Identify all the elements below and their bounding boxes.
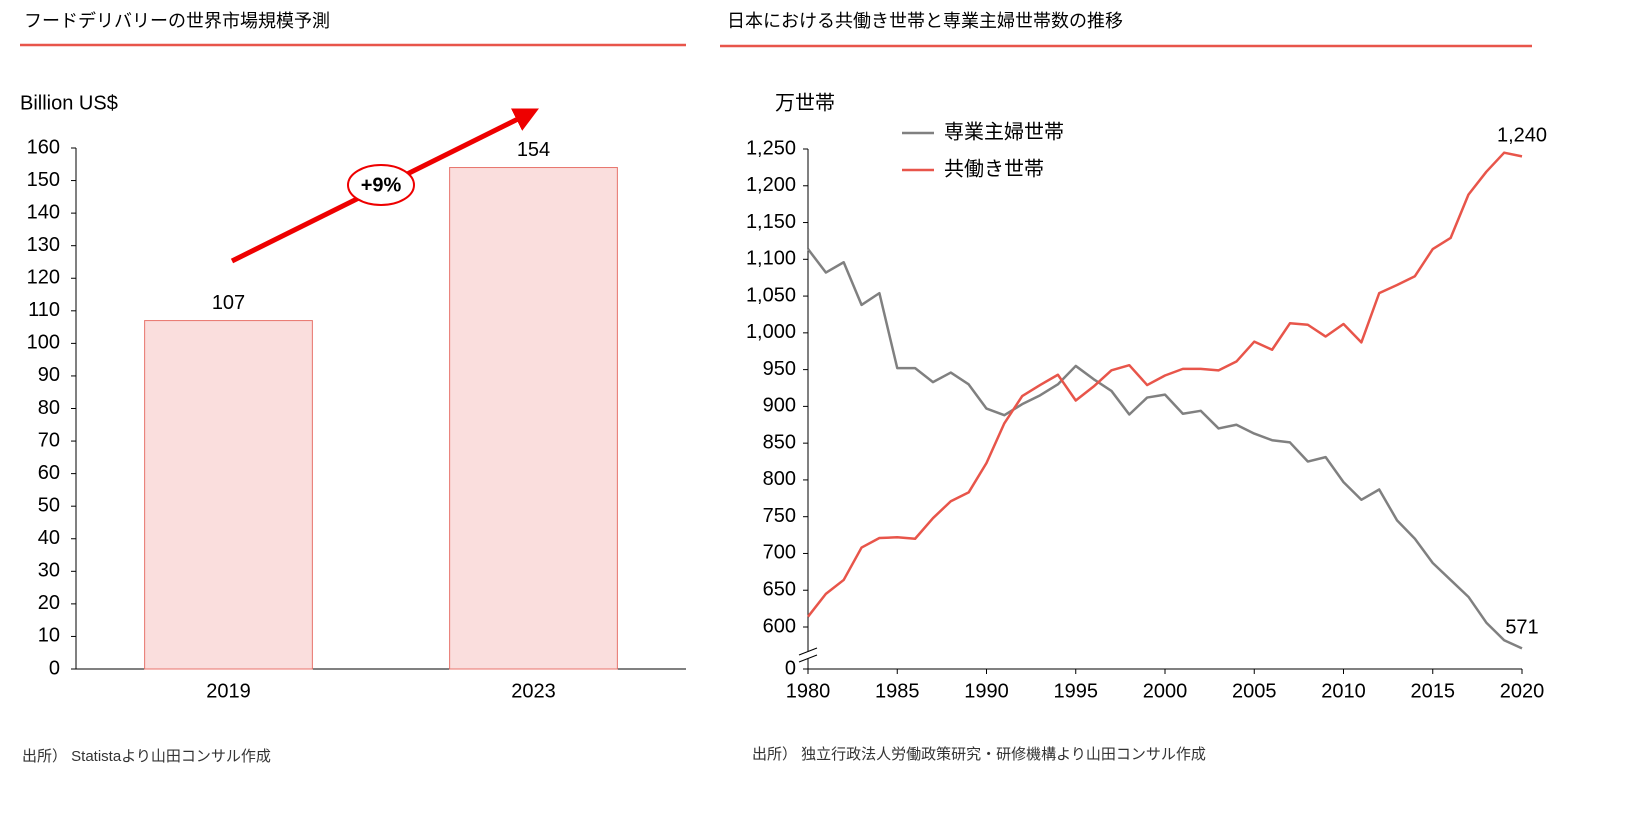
y-tick-label: 850 bbox=[763, 431, 796, 453]
y-tick-label: 90 bbox=[38, 364, 60, 386]
chart-title: 日本における共働き世帯と専業主婦世帯数の推移 bbox=[727, 11, 1123, 31]
y-tick-label: 1,000 bbox=[746, 321, 796, 343]
y-tick-label: 600 bbox=[763, 615, 796, 637]
x-tick-label: 2000 bbox=[1143, 680, 1188, 702]
bar bbox=[449, 167, 618, 670]
source: 出所） Statistaより山田コンサル作成 bbox=[22, 748, 271, 765]
y-tick-label: 950 bbox=[763, 358, 796, 380]
y-tick-label: 40 bbox=[38, 527, 60, 549]
y-tick-label: 110 bbox=[28, 299, 60, 321]
y-tick-label: 1,050 bbox=[746, 284, 796, 306]
x-tick-label: 1995 bbox=[1054, 680, 1099, 702]
y-tick-label: 650 bbox=[763, 579, 796, 601]
y-tick-label: 140 bbox=[27, 201, 60, 223]
y-tick-label: 150 bbox=[27, 169, 60, 191]
bar bbox=[144, 320, 313, 670]
chart-title: フードデリバリーの世界市場規模予測 bbox=[24, 11, 330, 31]
x-tick-label: 1990 bbox=[964, 680, 1009, 702]
y-tick-label: 0 bbox=[49, 657, 60, 679]
line bbox=[807, 248, 1523, 650]
x-tick-label: 2020 bbox=[1500, 680, 1545, 702]
x-tick-label: 2005 bbox=[1232, 680, 1277, 702]
y-tick-label: 800 bbox=[763, 468, 796, 490]
value-label: 571 bbox=[1505, 617, 1538, 639]
y-tick-label: 1,250 bbox=[746, 137, 796, 159]
x-tick-label: 2015 bbox=[1411, 680, 1456, 702]
y-tick-label: 1,100 bbox=[746, 248, 796, 270]
x-tick-label: 1985 bbox=[875, 680, 920, 702]
value-label: 1,240 bbox=[1497, 125, 1547, 147]
value-label: 154 bbox=[517, 139, 550, 161]
y-tick-label: 1,200 bbox=[746, 174, 796, 196]
y-tick-label: 60 bbox=[38, 462, 60, 484]
y-tick-label: 900 bbox=[763, 395, 796, 417]
axis-break bbox=[798, 647, 818, 656]
legend-label: 専業主婦世帯 bbox=[944, 120, 1064, 143]
annotation: +9% bbox=[361, 174, 402, 196]
x-tick-label: 2010 bbox=[1321, 680, 1366, 702]
y-tick-label: 80 bbox=[38, 397, 60, 419]
value-label: 107 bbox=[212, 292, 245, 314]
y-tick-label: 100 bbox=[27, 332, 60, 354]
y-tick-label: 50 bbox=[38, 494, 60, 516]
y-tick-label: 20 bbox=[38, 592, 60, 614]
y-axis-label: 万世帯 bbox=[775, 91, 835, 114]
y-tick-label: 120 bbox=[27, 267, 60, 289]
y-axis-label: Billion US$ bbox=[20, 92, 118, 114]
y-tick-label: 70 bbox=[38, 429, 60, 451]
y-tick-label: 160 bbox=[27, 136, 60, 158]
y-tick-label: 1,150 bbox=[746, 211, 796, 233]
legend-label: 共働き世帯 bbox=[944, 157, 1044, 180]
y-tick-label: 0 bbox=[785, 657, 796, 679]
x-tick-label: 2023 bbox=[511, 680, 556, 702]
x-tick-label: 1980 bbox=[786, 680, 831, 702]
y-tick-label: 700 bbox=[763, 542, 796, 564]
annotation-ellipse bbox=[347, 164, 415, 206]
y-tick-label: 750 bbox=[763, 505, 796, 527]
y-tick-label: 10 bbox=[38, 625, 60, 647]
line bbox=[807, 151, 1523, 618]
x-tick-label: 2019 bbox=[206, 680, 251, 702]
y-tick-label: 130 bbox=[27, 234, 60, 256]
source: 出所） 独立行政法人労働政策研究・研修機構より山田コンサル作成 bbox=[752, 746, 1206, 763]
axis-break bbox=[798, 654, 818, 663]
y-tick-label: 30 bbox=[38, 560, 60, 582]
axis-break-gap bbox=[800, 652, 816, 658]
